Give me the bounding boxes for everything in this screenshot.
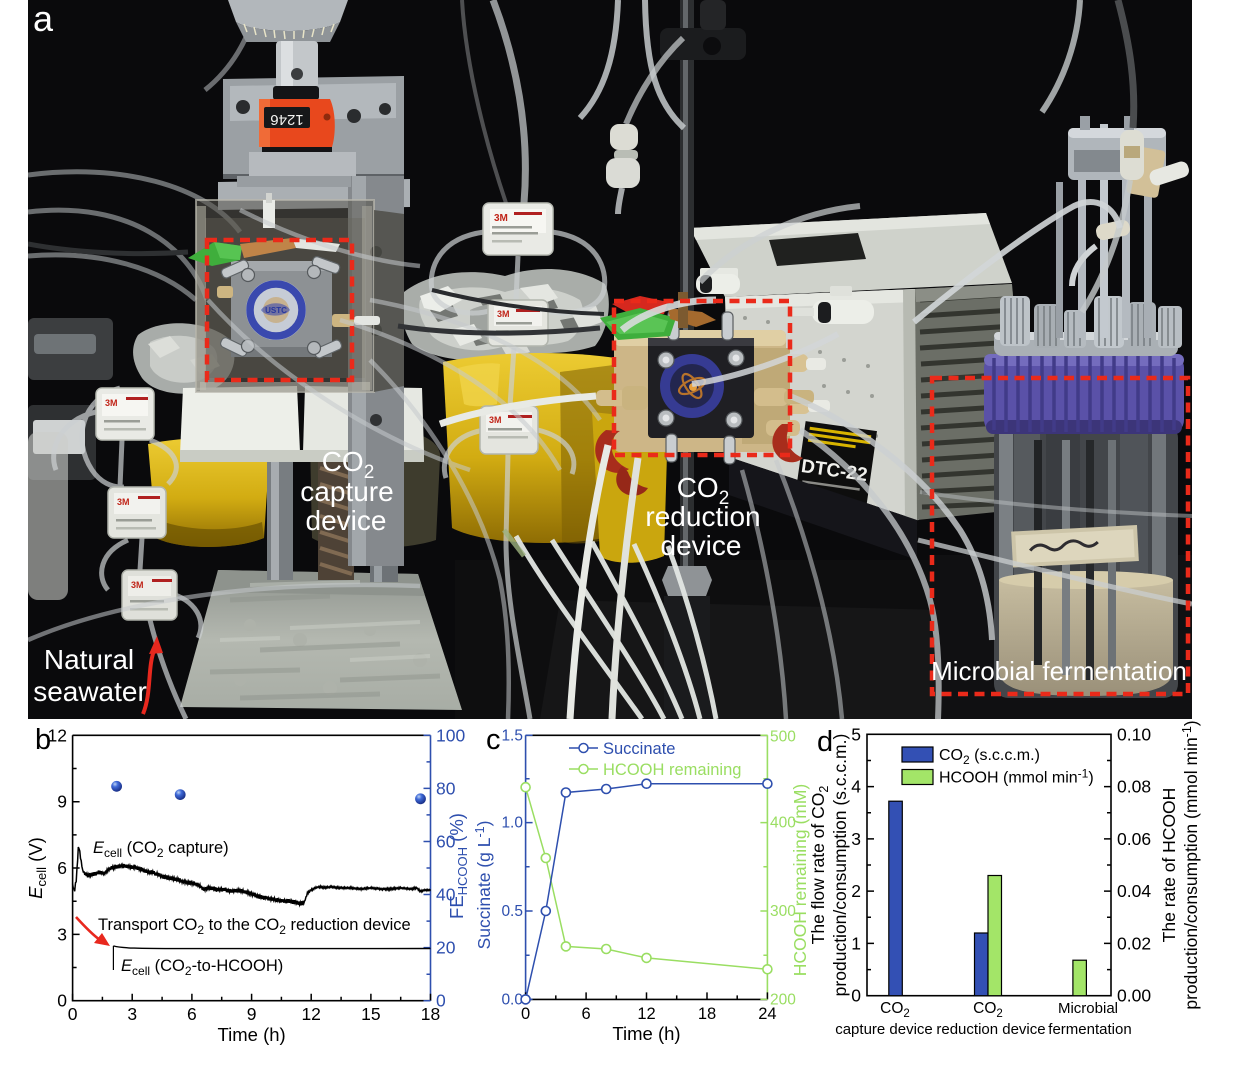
- svg-text:0.08: 0.08: [1117, 777, 1151, 797]
- svg-text:production/consumption (s.c.c.: production/consumption (s.c.c.m.): [830, 734, 850, 997]
- svg-text:capture: capture: [300, 476, 393, 507]
- svg-text:3M: 3M: [497, 309, 510, 319]
- svg-text:5: 5: [851, 724, 861, 744]
- svg-text:CO2: CO2: [880, 1000, 910, 1020]
- svg-text:CO2 (s.c.c.m.): CO2 (s.c.c.m.): [939, 747, 1040, 767]
- svg-text:15: 15: [361, 1004, 380, 1024]
- svg-text:24: 24: [758, 1005, 776, 1023]
- svg-text:18: 18: [698, 1005, 716, 1023]
- svg-text:device: device: [661, 530, 742, 561]
- svg-text:2: 2: [851, 881, 861, 901]
- svg-text:Natural: Natural: [44, 644, 134, 675]
- svg-text:0: 0: [851, 986, 861, 1006]
- svg-text:40: 40: [436, 885, 456, 905]
- svg-text:0.5: 0.5: [501, 903, 523, 920]
- svg-text:0: 0: [68, 1004, 78, 1024]
- svg-text:0.02: 0.02: [1117, 933, 1151, 953]
- svg-text:0.04: 0.04: [1117, 881, 1151, 901]
- svg-text:1.0: 1.0: [501, 815, 523, 832]
- svg-text:200: 200: [770, 991, 796, 1008]
- svg-text:3M: 3M: [117, 497, 130, 507]
- svg-text:HCOOH remaining (mM): HCOOH remaining (mM): [790, 784, 810, 977]
- svg-text:HCOOH remaining: HCOOH remaining: [603, 761, 741, 779]
- svg-text:500: 500: [770, 728, 796, 745]
- svg-text:1246: 1246: [270, 111, 303, 128]
- svg-text:0: 0: [436, 991, 446, 1011]
- svg-text:Ecell (V): Ecell (V): [25, 837, 49, 899]
- svg-text:Time (h): Time (h): [218, 1024, 286, 1045]
- svg-text:0.0: 0.0: [501, 991, 523, 1008]
- svg-text:60: 60: [436, 832, 456, 852]
- svg-text:4: 4: [851, 777, 861, 797]
- svg-text:12: 12: [48, 725, 67, 745]
- svg-text:Succinate: Succinate: [603, 740, 675, 758]
- svg-text:20: 20: [436, 938, 456, 958]
- svg-text:The flow rate of CO2: The flow rate of CO2: [808, 786, 831, 945]
- svg-text:6: 6: [582, 1005, 591, 1023]
- svg-text:3: 3: [57, 924, 67, 944]
- svg-text:device: device: [306, 505, 387, 536]
- svg-text:3: 3: [851, 829, 861, 849]
- svg-text:FEHCOOH (%): FEHCOOH (%): [446, 813, 470, 919]
- svg-text:0.10: 0.10: [1117, 724, 1151, 744]
- svg-text:3M: 3M: [489, 415, 502, 425]
- svg-text:80: 80: [436, 778, 456, 798]
- svg-text:Microbial fermentation: Microbial fermentation: [931, 656, 1187, 686]
- svg-text:12: 12: [301, 1004, 320, 1024]
- svg-text:0: 0: [57, 991, 67, 1011]
- svg-text:1: 1: [851, 933, 861, 953]
- svg-text:3M: 3M: [105, 398, 118, 408]
- svg-text:The rate of HCOOH: The rate of HCOOH: [1159, 788, 1179, 943]
- svg-text:6: 6: [187, 1004, 197, 1024]
- svg-text:capture device: capture device: [835, 1021, 933, 1038]
- svg-text:Transport CO2 to the CO2 reduc: Transport CO2 to the CO2 reduction devic…: [98, 916, 411, 937]
- svg-text:USTC: USTC: [265, 306, 287, 315]
- svg-text:c: c: [486, 724, 501, 756]
- svg-text:0.00: 0.00: [1117, 986, 1151, 1006]
- svg-text:Time (h): Time (h): [612, 1023, 680, 1044]
- svg-text:fermentation: fermentation: [1048, 1021, 1131, 1038]
- svg-text:6: 6: [57, 858, 67, 878]
- svg-text:3: 3: [127, 1004, 137, 1024]
- svg-text:100: 100: [436, 725, 465, 745]
- svg-text:reduction device: reduction device: [936, 1021, 1045, 1038]
- svg-text:Ecell (CO2 capture): Ecell (CO2 capture): [93, 839, 229, 860]
- svg-text:a: a: [33, 0, 54, 39]
- svg-text:0.06: 0.06: [1117, 829, 1151, 849]
- svg-text:0: 0: [521, 1005, 530, 1023]
- svg-text:CO2: CO2: [973, 1000, 1003, 1020]
- svg-text:reduction: reduction: [645, 501, 760, 532]
- svg-text:Succinate (g L-1): Succinate (g L-1): [473, 821, 494, 950]
- svg-text:Ecell (CO2-to-HCOOH): Ecell (CO2-to-HCOOH): [121, 957, 283, 978]
- svg-text:9: 9: [247, 1004, 257, 1024]
- svg-text:Microbial: Microbial: [1058, 1000, 1118, 1017]
- svg-text:12: 12: [637, 1005, 655, 1023]
- svg-text:18: 18: [421, 1004, 440, 1024]
- svg-text:d: d: [817, 726, 833, 758]
- svg-text:9: 9: [57, 792, 67, 812]
- svg-text:3M: 3M: [131, 580, 144, 590]
- svg-text:HCOOH (mmol min-1): HCOOH (mmol min-1): [939, 767, 1094, 787]
- svg-text:production/consumption (mmol m: production/consumption (mmol min-1): [1180, 720, 1201, 1009]
- svg-text:seawater: seawater: [33, 676, 147, 707]
- svg-text:3M: 3M: [494, 213, 508, 224]
- svg-text:b: b: [35, 724, 51, 756]
- svg-text:400: 400: [770, 815, 796, 832]
- svg-text:1.5: 1.5: [501, 727, 523, 744]
- svg-text:300: 300: [770, 903, 796, 920]
